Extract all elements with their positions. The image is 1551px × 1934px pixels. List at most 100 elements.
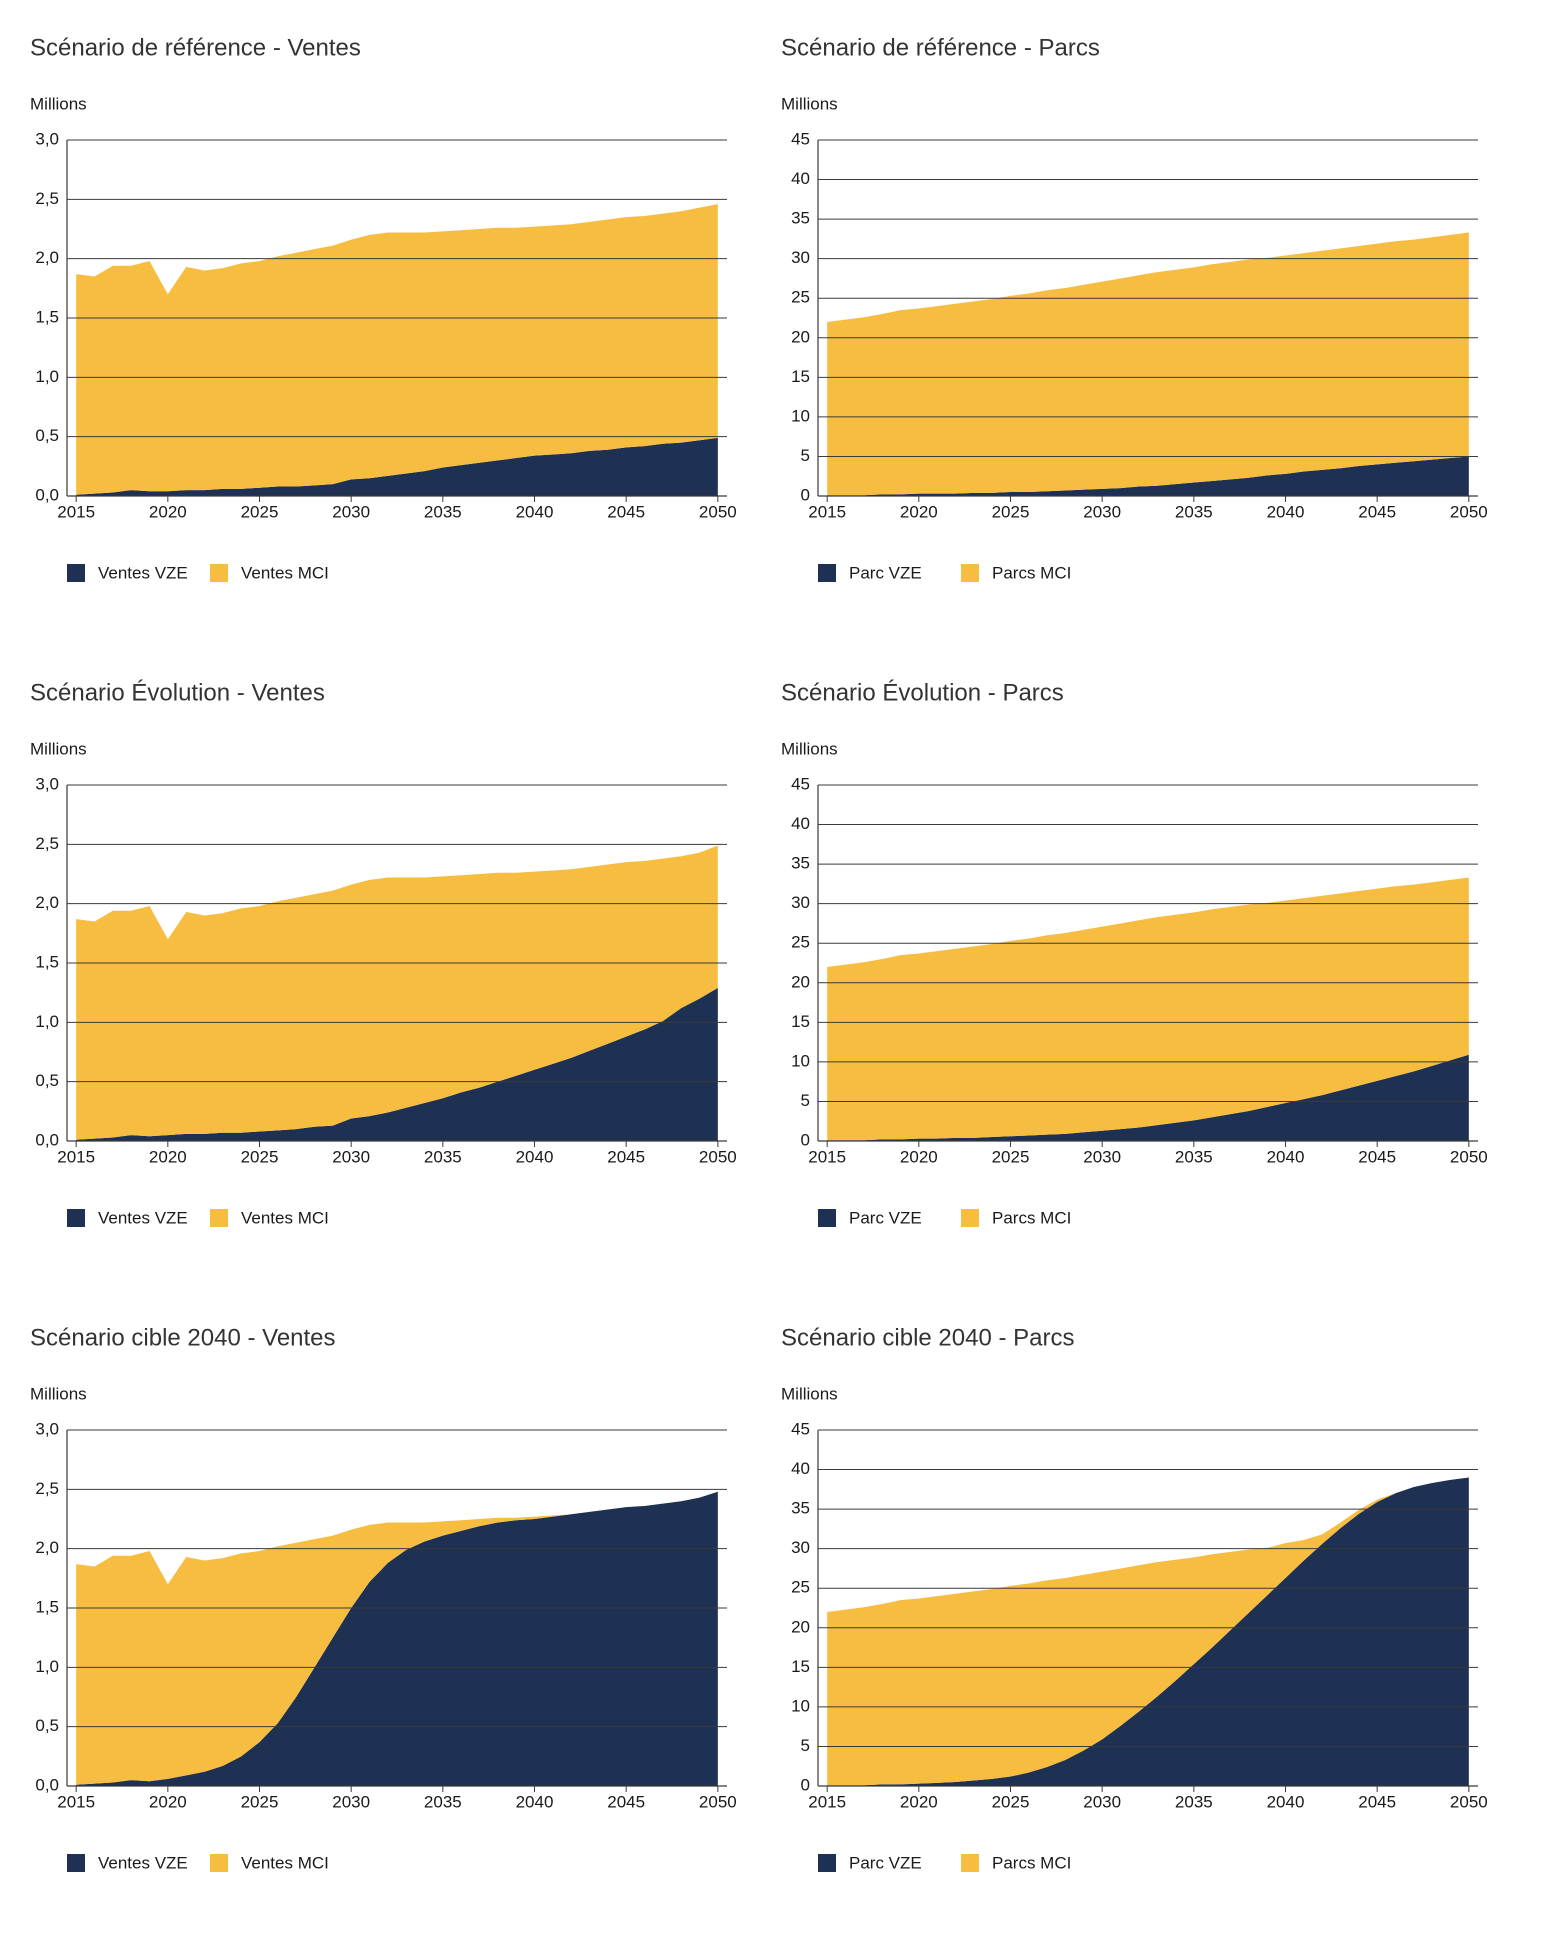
legend-swatch [210, 1854, 228, 1872]
y-tick-label: 0,5 [35, 1071, 59, 1090]
y-tick-label: 0,5 [35, 426, 59, 445]
legend-label: Ventes MCI [241, 1853, 329, 1872]
x-tick-label: 2025 [241, 1147, 279, 1166]
area [76, 204, 718, 495]
x-tick-label: 2045 [1358, 502, 1396, 521]
chart-title: Scénario Évolution - Parcs [781, 679, 1064, 706]
legend-label: Parc VZE [849, 1853, 922, 1872]
x-tick-label: 2040 [1267, 502, 1305, 521]
legend-label: Ventes MCI [241, 563, 329, 582]
x-tick-label: 2045 [1358, 1792, 1396, 1811]
area [827, 456, 1469, 496]
area [827, 1477, 1469, 1786]
x-tick-label: 2015 [808, 1147, 846, 1166]
y-tick-label: 1,0 [35, 1012, 59, 1031]
y-tick-label: 2,5 [35, 189, 59, 208]
x-tick-label: 2030 [1083, 1147, 1121, 1166]
y-axis-label: Millions [781, 1384, 838, 1403]
y-tick-label: 0 [801, 485, 810, 504]
y-tick-label: 1,0 [35, 367, 59, 386]
y-tick-label: 0 [801, 1130, 810, 1149]
y-tick-label: 5 [801, 1736, 810, 1755]
x-tick-label: 2035 [1175, 1147, 1213, 1166]
legend-swatch [818, 1209, 836, 1227]
y-tick-label: 3,0 [35, 1419, 59, 1438]
y-tick-label: 25 [791, 288, 810, 307]
area [827, 1477, 1469, 1786]
y-tick-label: 3,0 [35, 129, 59, 148]
x-tick-label: 2020 [149, 1792, 187, 1811]
legend-label: Parcs MCI [992, 563, 1071, 582]
x-tick-label: 2040 [516, 502, 554, 521]
y-tick-label: 1,5 [35, 952, 59, 971]
y-tick-label: 0 [801, 1775, 810, 1794]
x-tick-label: 2020 [149, 1147, 187, 1166]
chart-title: Scénario Évolution - Ventes [30, 679, 325, 706]
x-tick-label: 2050 [699, 1147, 737, 1166]
x-tick-label: 2040 [516, 1147, 554, 1166]
legend-swatch [818, 564, 836, 582]
x-tick-label: 2025 [992, 1147, 1030, 1166]
area [76, 1491, 718, 1786]
x-tick-label: 2025 [992, 1792, 1030, 1811]
y-tick-label: 1,5 [35, 307, 59, 326]
y-tick-label: 45 [791, 774, 810, 793]
y-tick-label: 20 [791, 972, 810, 991]
y-axis-label: Millions [781, 94, 838, 113]
y-tick-label: 2,0 [35, 893, 59, 912]
legend-swatch [67, 1209, 85, 1227]
y-tick-label: 5 [801, 1091, 810, 1110]
legend-label: Parcs MCI [992, 1208, 1071, 1227]
chart-title: Scénario de référence - Parcs [781, 34, 1100, 61]
area [76, 987, 718, 1141]
legend-label: Ventes VZE [98, 1208, 188, 1227]
y-tick-label: 30 [791, 248, 810, 267]
y-tick-label: 40 [791, 814, 810, 833]
x-tick-label: 2020 [900, 1792, 938, 1811]
y-tick-label: 15 [791, 367, 810, 386]
x-tick-label: 2030 [1083, 502, 1121, 521]
y-tick-label: 30 [791, 893, 810, 912]
legend-swatch [818, 1854, 836, 1872]
x-tick-label: 2015 [57, 1792, 95, 1811]
x-tick-label: 2030 [1083, 1792, 1121, 1811]
legend-label: Parc VZE [849, 1208, 922, 1227]
x-tick-label: 2045 [607, 1147, 645, 1166]
legend-swatch [961, 1854, 979, 1872]
y-tick-label: 15 [791, 1657, 810, 1676]
x-tick-label: 2035 [1175, 1792, 1213, 1811]
x-tick-label: 2030 [332, 1792, 370, 1811]
y-tick-label: 0,5 [35, 1716, 59, 1735]
y-tick-label: 0,0 [35, 1130, 59, 1149]
legend-label: Parcs MCI [992, 1853, 1071, 1872]
y-tick-label: 35 [791, 854, 810, 873]
y-tick-label: 0,0 [35, 485, 59, 504]
y-tick-label: 10 [791, 1696, 810, 1715]
y-tick-label: 1,0 [35, 1657, 59, 1676]
y-axis-label: Millions [781, 739, 838, 758]
y-tick-label: 45 [791, 129, 810, 148]
y-tick-label: 5 [801, 446, 810, 465]
y-tick-label: 15 [791, 1012, 810, 1031]
x-tick-label: 2025 [241, 502, 279, 521]
x-tick-label: 2030 [332, 502, 370, 521]
x-tick-label: 2045 [607, 502, 645, 521]
chart-title: Scénario cible 2040 - Ventes [30, 1324, 336, 1351]
legend-label: Parc VZE [849, 563, 922, 582]
y-tick-label: 40 [791, 1459, 810, 1478]
x-tick-label: 2050 [1450, 1792, 1488, 1811]
area [827, 232, 1469, 496]
y-tick-label: 2,0 [35, 1538, 59, 1557]
x-tick-label: 2050 [699, 502, 737, 521]
y-tick-label: 35 [791, 209, 810, 228]
legend-swatch [67, 1854, 85, 1872]
y-tick-label: 3,0 [35, 774, 59, 793]
x-tick-label: 2050 [699, 1792, 737, 1811]
legend-label: Ventes MCI [241, 1208, 329, 1227]
x-tick-label: 2035 [424, 1147, 462, 1166]
legend-swatch [210, 1209, 228, 1227]
chart-title: Scénario de référence - Ventes [30, 34, 361, 61]
area [76, 845, 718, 1140]
